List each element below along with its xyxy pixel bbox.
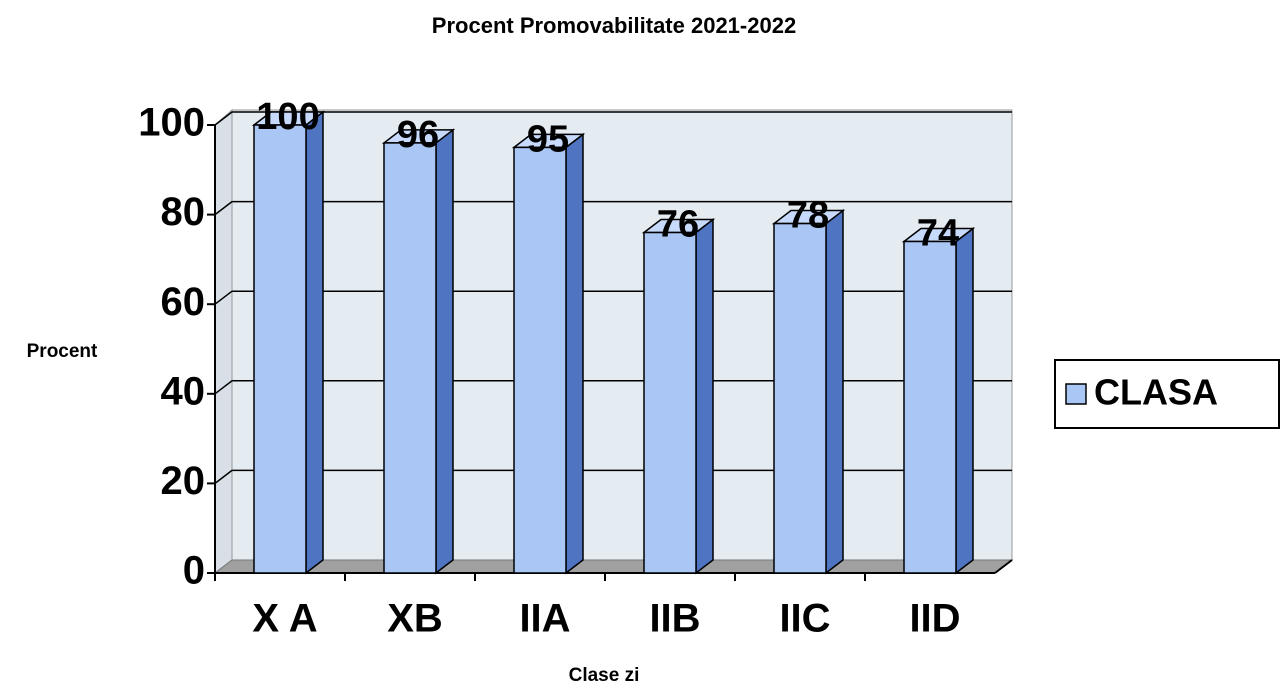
- bar-side: [825, 209, 844, 575]
- y-tick-label: 20: [161, 459, 206, 503]
- floor: [213, 559, 1014, 574]
- data-label: 95: [527, 118, 569, 160]
- grid-line: [214, 200, 1012, 216]
- y-tick-label: 80: [161, 190, 206, 234]
- legend-label: CLASA: [1094, 372, 1218, 413]
- bar: [383, 142, 437, 574]
- data-label: 78: [787, 195, 829, 237]
- x-tick-label: XB: [387, 597, 443, 641]
- data-label: 100: [256, 96, 319, 138]
- x-tick-label: IIC: [779, 597, 830, 641]
- back-wall: [231, 109, 1013, 561]
- bar: [773, 222, 827, 574]
- data-label: 76: [657, 204, 699, 246]
- bar: [513, 146, 567, 574]
- x-tick-label: IID: [909, 597, 960, 641]
- legend: [1054, 359, 1280, 429]
- x-tick-label: IIA: [519, 597, 570, 641]
- y-tick-label: 60: [161, 280, 206, 324]
- y-axis-label: Procent: [27, 341, 98, 362]
- grid-line: [214, 290, 1012, 305]
- bar-side: [955, 226, 974, 575]
- chart-title: Procent Promovabilitate 2021-2022: [432, 13, 796, 38]
- x-axis-back: [994, 559, 1013, 574]
- y-tick-label: 0: [183, 549, 205, 593]
- side-wall: [214, 108, 233, 575]
- bar-side: [695, 218, 714, 575]
- grid-line: [214, 469, 1012, 484]
- y-tick-label: 100: [138, 101, 205, 145]
- data-label: 74: [917, 213, 959, 255]
- bar-side: [305, 110, 324, 575]
- data-label: 96: [397, 114, 439, 156]
- grid-line: [214, 111, 1012, 126]
- bar: [643, 231, 697, 574]
- bar: [253, 124, 307, 574]
- bar-side: [435, 128, 454, 575]
- x-tick-label: IIB: [649, 597, 700, 641]
- legend-swatch: [1065, 383, 1087, 405]
- x-tick-label: X A: [252, 597, 317, 641]
- grid-line: [214, 380, 1012, 395]
- bar-side: [565, 132, 584, 575]
- y-tick-label: 40: [161, 369, 206, 413]
- x-axis-label: Clase zi: [569, 665, 640, 686]
- bar: [903, 240, 957, 574]
- legend-box: [1054, 359, 1280, 429]
